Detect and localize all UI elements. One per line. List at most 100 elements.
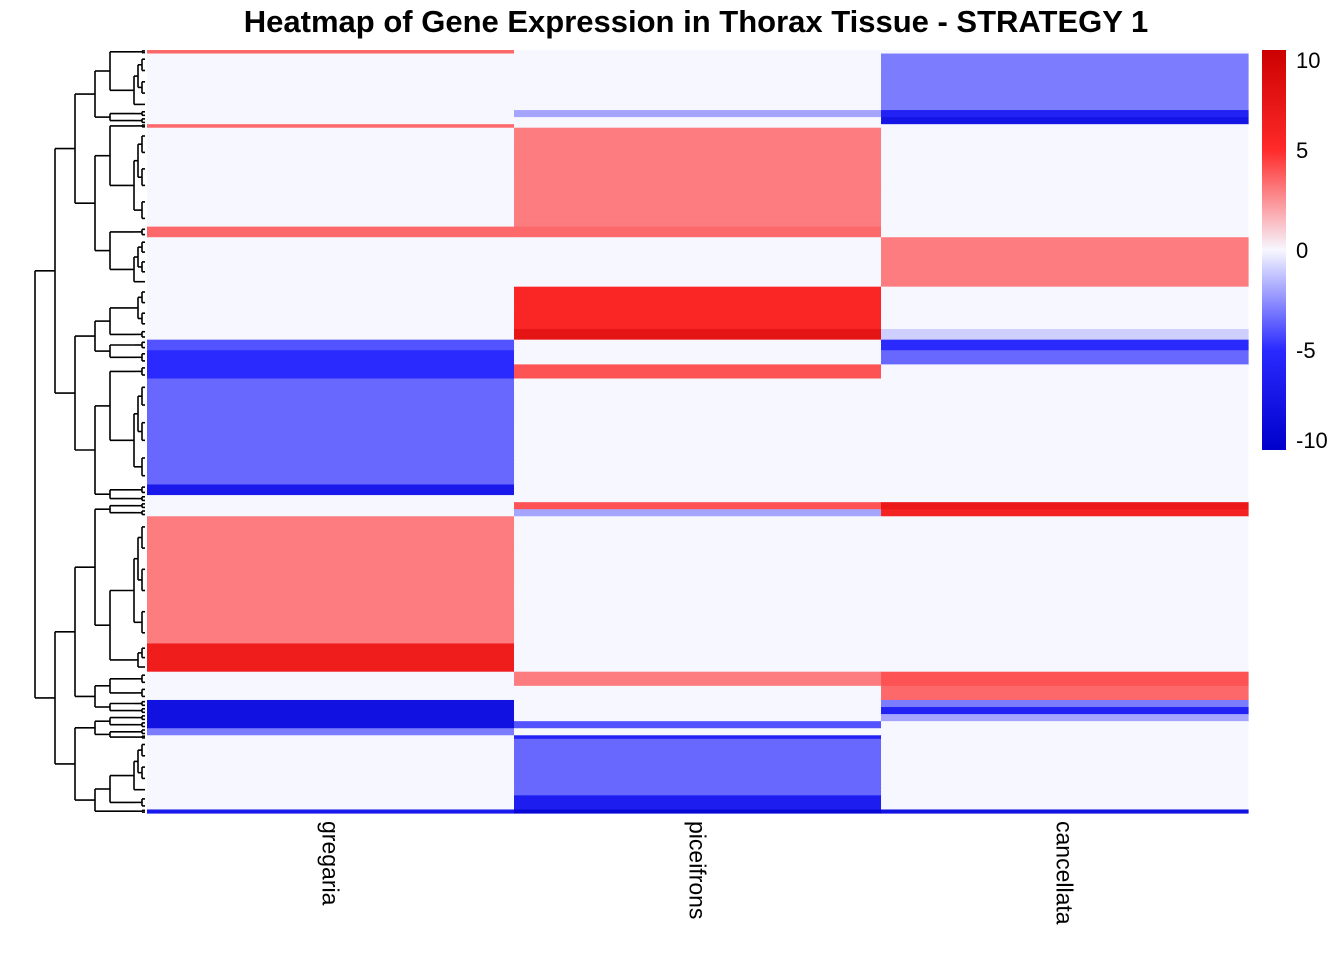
heatmap-cell	[514, 148, 882, 154]
heatmap-cell	[514, 678, 882, 683]
heatmap-cell	[514, 134, 882, 139]
heatmap-cell	[514, 417, 882, 422]
heatmap-cell	[147, 452, 515, 457]
heatmap-cell	[514, 396, 882, 401]
heatmap-cell	[514, 682, 882, 687]
heatmap-cell	[147, 480, 515, 486]
heatmap-cell	[881, 191, 1249, 196]
heatmap-cell	[881, 276, 1249, 281]
heatmap-cell	[881, 463, 1249, 468]
heatmap-cell	[147, 470, 515, 475]
heatmap-cell	[881, 569, 1249, 574]
heatmap-cell	[881, 78, 1249, 83]
heatmap-cell	[514, 597, 882, 602]
heatmap-cell	[147, 646, 515, 652]
heatmap-cell	[514, 717, 882, 722]
heatmap-cell	[514, 714, 882, 719]
heatmap-cell	[514, 427, 882, 433]
heatmap-cell	[881, 106, 1249, 111]
heatmap-cell	[147, 530, 515, 535]
heatmap-cell	[147, 597, 515, 602]
heatmap-cell	[147, 604, 515, 609]
heatmap-cell	[881, 576, 1249, 581]
heatmap-cell	[514, 615, 882, 620]
heatmap-cell	[881, 555, 1249, 560]
heatmap-cell	[514, 668, 882, 673]
heatmap-cell	[147, 583, 515, 588]
heatmap-cell	[147, 382, 515, 387]
heatmap-cell	[881, 682, 1249, 687]
heatmap-cell	[881, 67, 1249, 72]
heatmap-cell	[147, 293, 515, 298]
heatmap-cell	[147, 442, 515, 447]
heatmap-cell	[147, 579, 515, 584]
heatmap-cell	[514, 788, 882, 793]
heatmap-cell	[147, 134, 515, 139]
heatmap-cell	[514, 346, 882, 351]
heatmap-cell	[147, 752, 515, 758]
heatmap-cell	[514, 495, 882, 500]
column-label-gregaria: gregaria	[318, 821, 344, 906]
heatmap-cell	[147, 212, 515, 217]
heatmap-cell	[147, 714, 515, 719]
heatmap-cell	[147, 625, 515, 630]
heatmap-cell	[147, 322, 515, 327]
heatmap-cell	[881, 399, 1249, 404]
heatmap-cell	[881, 427, 1249, 433]
heatmap-cell	[147, 223, 515, 228]
heatmap-cell	[147, 127, 515, 132]
heatmap-cell	[881, 251, 1249, 256]
heatmap-cell	[514, 488, 882, 493]
heatmap-cell	[514, 784, 882, 789]
heatmap-cell	[147, 459, 515, 464]
heatmap-cell	[881, 145, 1249, 150]
heatmap-cell	[514, 286, 882, 291]
heatmap-cell	[881, 304, 1249, 309]
heatmap-cell	[881, 131, 1249, 136]
heatmap-cell	[881, 81, 1249, 86]
heatmap-cell	[881, 208, 1249, 214]
heatmap-cell	[881, 685, 1249, 690]
heatmap-cell	[881, 339, 1249, 344]
heatmap-cell	[147, 57, 515, 62]
heatmap-cell	[514, 371, 882, 376]
heatmap-cell	[881, 530, 1249, 535]
heatmap-cell	[147, 304, 515, 309]
legend-tick-label: 5	[1296, 138, 1308, 163]
heatmap-cell	[147, 297, 515, 302]
heatmap-cell	[514, 145, 882, 150]
heatmap-cell	[514, 646, 882, 652]
heatmap-cell	[514, 187, 882, 192]
heatmap-cell	[881, 484, 1249, 489]
heatmap-cell	[881, 417, 1249, 422]
heatmap-cell	[881, 675, 1249, 680]
heatmap-cell	[881, 184, 1249, 189]
heatmap-cell	[514, 611, 882, 616]
heatmap-cell	[881, 134, 1249, 139]
heatmap-cell	[514, 526, 882, 532]
heatmap-cell	[147, 283, 515, 288]
heatmap-cell	[514, 131, 882, 136]
heatmap-cell	[514, 770, 882, 775]
heatmap-cell	[147, 523, 515, 528]
heatmap-cell	[147, 307, 515, 312]
heatmap-cell	[147, 81, 515, 86]
heatmap-cell	[881, 456, 1249, 461]
heatmap-cell	[514, 696, 882, 701]
heatmap-cell	[514, 71, 882, 76]
heatmap-cell	[147, 92, 515, 97]
heatmap-cell	[514, 307, 882, 312]
heatmap-cell	[147, 781, 515, 786]
heatmap-cell	[147, 427, 515, 433]
heatmap-cell	[147, 692, 515, 698]
heatmap-cell	[514, 297, 882, 302]
heatmap-cell	[881, 286, 1249, 291]
heatmap-cell	[147, 562, 515, 567]
heatmap-cell	[881, 201, 1249, 207]
heatmap-cell	[514, 724, 882, 729]
heatmap-cell	[514, 74, 882, 79]
heatmap-cell	[147, 378, 515, 383]
heatmap-cells	[147, 50, 1249, 814]
heatmap-cell	[881, 50, 1249, 55]
heatmap-cell	[881, 625, 1249, 630]
